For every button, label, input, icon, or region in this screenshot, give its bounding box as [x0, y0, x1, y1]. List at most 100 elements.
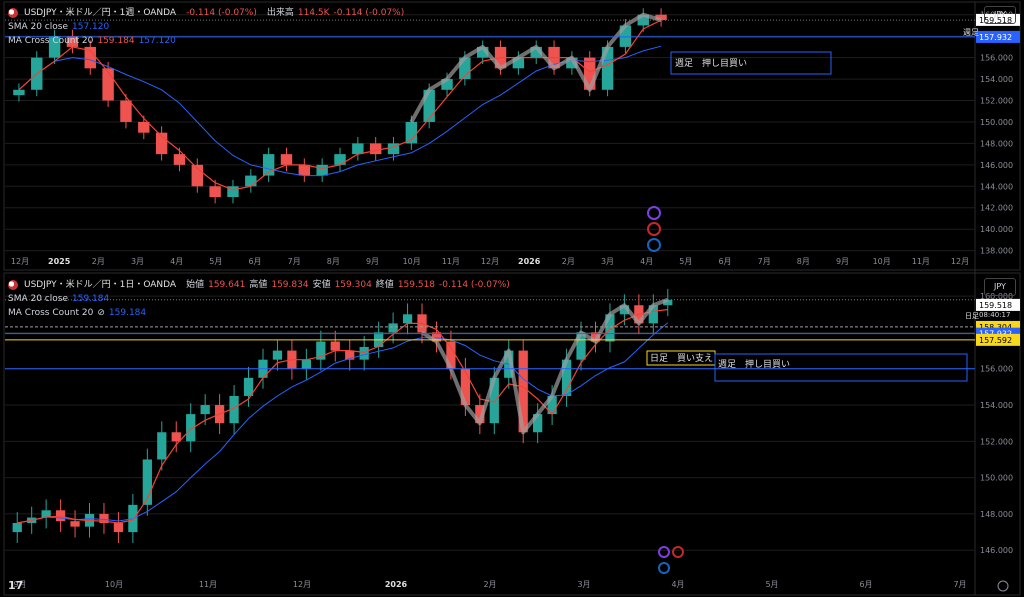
bottom-y-tick-label: 154.000: [980, 401, 1013, 410]
bottom-candle: [171, 432, 181, 442]
volume-value: 114.5K: [297, 8, 330, 18]
bottom-x-tick-label: 12月: [293, 580, 311, 589]
top-price-tag: 159.518: [979, 16, 1012, 25]
top-level-tag: 157.932: [979, 33, 1012, 42]
top-level-label: 週足: [963, 28, 979, 37]
close-value: 159.518: [397, 280, 436, 290]
bottom-candle: [186, 414, 196, 442]
top-x-tick-label: 4月: [170, 257, 183, 266]
bottom-candle: [200, 405, 210, 415]
low-label: 安値: [312, 280, 331, 290]
top-candle: [637, 14, 649, 26]
top-event-icon: [647, 238, 661, 252]
top-x-tick-label: 2月: [562, 257, 575, 266]
top-candle: [280, 154, 293, 165]
bottom-price-tag: 159.518: [979, 301, 1012, 310]
bottom-y-tick-label: 160.000: [980, 292, 1013, 301]
top-candle: [512, 57, 525, 69]
top-x-tick-label: 10月: [873, 257, 891, 266]
top-ma-cross-line: [18, 19, 662, 191]
mac-label[interactable]: MA Cross Count 20: [8, 308, 94, 318]
bottom-candle: [388, 323, 398, 333]
top-zigzag-drawing: [409, 12, 662, 123]
top-x-tick-label: 11月: [442, 257, 460, 266]
sma-value: 159.184: [72, 294, 110, 304]
top-x-tick-label: 8月: [327, 257, 340, 266]
bottom-candle: [359, 346, 369, 360]
bottom-candle: [345, 350, 355, 360]
top-candle: [316, 164, 328, 176]
bottom-pane-frame: [3, 272, 1021, 596]
top-y-tick-label: 148.000: [980, 139, 1013, 148]
top-y-tick-label: 146.000: [980, 161, 1013, 170]
top-candle: [530, 46, 542, 58]
bottom-candle: [99, 513, 109, 523]
top-x-tick-label: 6月: [248, 257, 261, 266]
mac-value: 159.184: [108, 308, 147, 318]
high-value: 159.834: [271, 280, 309, 290]
top-x-tick-label: 3月: [601, 257, 614, 266]
bottom-level-label: 日足: [965, 312, 979, 320]
bottom-candle: [547, 395, 557, 415]
top-candle: [120, 100, 132, 122]
bottom-x-tick-label: 10月: [105, 580, 123, 589]
top-candle: [66, 36, 79, 47]
top-candle: [423, 89, 435, 122]
top-x-tick-label: 12月: [951, 257, 969, 266]
top-x-tick-label: 3月: [131, 257, 144, 266]
flag-icon: [8, 280, 18, 290]
bottom-currency-button[interactable]: JPY: [984, 278, 1016, 296]
bottom-candle: [113, 523, 124, 533]
top-y-tick-label: 154.000: [980, 75, 1013, 84]
top-candle: [476, 46, 489, 58]
bottom-x-tick-label: 9月: [13, 580, 26, 589]
top-x-tick-label: 7月: [758, 257, 771, 266]
top-x-tick-label: 2026: [518, 257, 541, 266]
top-currency-button[interactable]: JPY: [984, 6, 1016, 24]
top-candle: [245, 175, 257, 187]
open-value: 159.641: [208, 280, 246, 290]
top-x-tick-label: 7月: [288, 257, 301, 266]
top-candle: [619, 25, 632, 47]
top-candle: [584, 57, 596, 90]
top-candle: [155, 132, 168, 155]
bottom-x-tick-label: 6月: [859, 580, 872, 589]
bottom-annotation-box-2: [714, 353, 968, 382]
bottom-change: -0.114 (-0.07%): [439, 280, 510, 290]
top-candle: [138, 121, 150, 133]
top-candle: [387, 143, 400, 155]
bottom-candle: [330, 341, 340, 351]
sma-label[interactable]: SMA 20 close: [8, 22, 68, 32]
bottom-x-tick-label: 5月: [765, 580, 778, 589]
top-title: USDJPY・米ドル／円・1週・OANDA: [24, 8, 177, 18]
top-x-tick-label: 10月: [403, 257, 421, 266]
top-candle: [48, 36, 61, 58]
bottom-candle: [561, 359, 572, 396]
settings-gear-icon: [997, 580, 1009, 592]
top-candle: [459, 57, 471, 80]
bottom-candle: [402, 314, 413, 324]
top-candle: [84, 46, 96, 69]
bottom-countdown: 08:40:17: [979, 311, 1010, 319]
bottom-x-tick-label: 11月: [199, 580, 217, 589]
flag-icon: [8, 8, 18, 18]
top-candle: [102, 68, 114, 101]
bottom-candle: [272, 350, 283, 360]
bottom-candle: [460, 368, 471, 406]
bottom-candle: [648, 305, 658, 324]
bottom-title: USDJPY・米ドル／円・1日・OANDA: [24, 280, 177, 290]
mac-label[interactable]: MA Cross Count 20: [8, 36, 94, 46]
bottom-tag-3-bg: [976, 333, 1020, 346]
sma-label[interactable]: SMA 20 close: [8, 294, 68, 304]
top-x-tick-label: 4月: [640, 257, 653, 266]
top-candle: [173, 154, 186, 165]
bottom-tag-3: 157.592: [979, 336, 1012, 345]
bottom-event-icon: [658, 546, 670, 558]
top-candle: [227, 186, 239, 198]
bottom-x-tick-label: 3月: [577, 580, 590, 589]
bottom-tag-1: 158.304: [979, 323, 1012, 332]
top-countdown: 4d 9h: [979, 27, 999, 35]
top-candle: [298, 164, 311, 176]
top-candle: [655, 14, 667, 21]
